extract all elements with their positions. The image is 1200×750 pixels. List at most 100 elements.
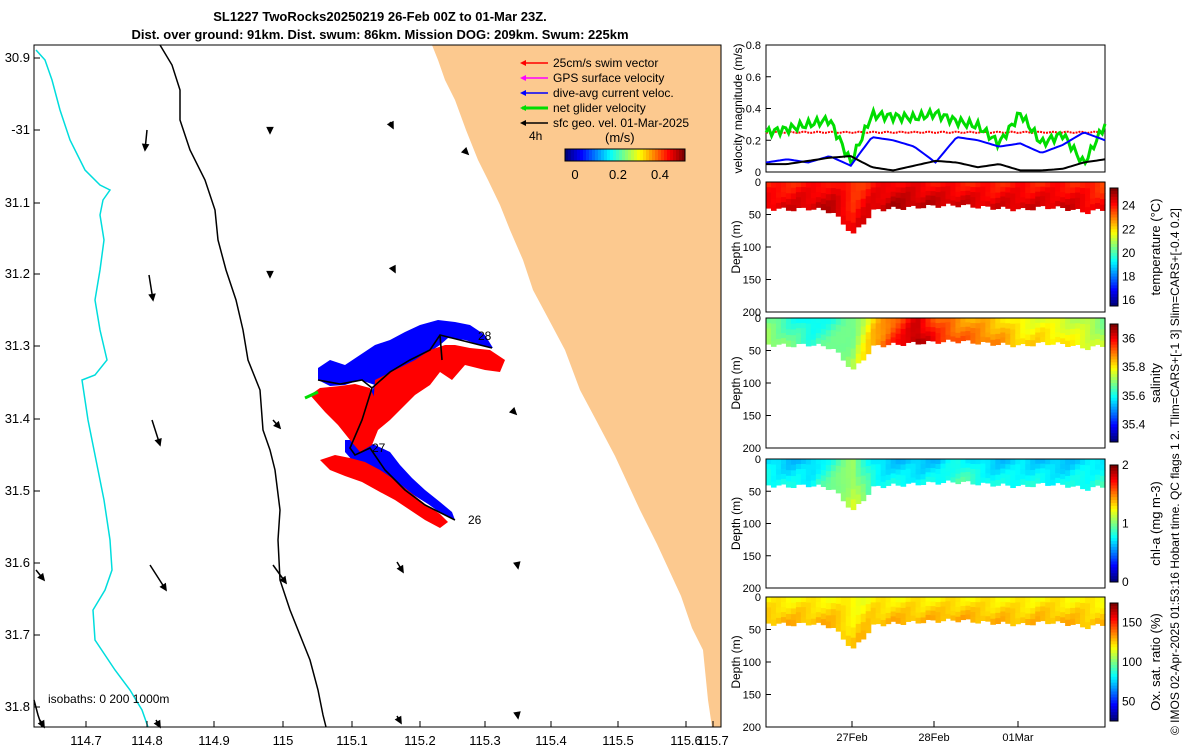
heatmap-cell — [970, 612, 976, 618]
heatmap-cell — [1100, 204, 1106, 211]
heatmap-cell — [810, 464, 817, 471]
colorbar-tick-label: 36 — [1122, 331, 1136, 345]
geo-arrow-head — [460, 146, 470, 156]
heatmap-cell — [1010, 335, 1016, 342]
heatmap-cell — [980, 615, 986, 621]
heatmap-cell — [840, 215, 847, 225]
heatmap-cell — [950, 472, 957, 478]
heatmap-cell — [795, 338, 802, 344]
heatmap-cell — [995, 469, 1001, 476]
heatmap-cell — [940, 318, 947, 324]
colorbar-tick-label: 2 — [1122, 458, 1129, 472]
heatmap-cell — [955, 196, 962, 203]
heatmap-cell — [990, 469, 996, 476]
depth-tick-label: 50 — [749, 210, 761, 222]
heatmap-cell — [930, 610, 937, 616]
colorbar-cell — [1110, 465, 1118, 469]
heatmap-cell — [975, 187, 981, 193]
heatmap-cell — [945, 605, 952, 611]
heatmap-cell — [1065, 470, 1071, 477]
heatmap-cell — [920, 333, 927, 340]
colorbar-cell — [625, 149, 629, 161]
depth-tick-label: 150 — [743, 275, 761, 287]
heatmap-cell — [785, 613, 792, 621]
heatmap-cell — [1055, 473, 1061, 479]
colorbar-cell — [1110, 229, 1118, 233]
heatmap-cell — [860, 613, 867, 623]
heatmap-cell — [900, 602, 907, 609]
colorbar-cell — [1110, 579, 1118, 583]
colorbar-tick-label: 18 — [1122, 270, 1136, 284]
heatmap-cell — [1020, 597, 1026, 603]
heatmap-cell — [840, 467, 847, 477]
heatmap-cell — [1065, 187, 1071, 194]
heatmap-cell — [935, 602, 942, 608]
heatmap-cell — [815, 469, 822, 475]
heatmap-cell — [805, 329, 812, 336]
heatmap-cell — [1095, 323, 1101, 330]
heatmap-cell — [885, 192, 892, 199]
heatmap-cell — [920, 479, 927, 485]
heatmap-cell — [920, 612, 927, 619]
heatmap-cell — [865, 189, 872, 197]
heatmap-cell — [1035, 196, 1041, 202]
heatmap-cell — [1035, 182, 1041, 188]
heatmap-cell — [870, 602, 877, 609]
heatmap-cell — [1040, 318, 1046, 324]
heatmap-cell — [955, 597, 962, 603]
heatmap-cell — [805, 334, 812, 341]
heatmap-cell — [880, 602, 887, 610]
heatmap-cell — [1095, 318, 1101, 324]
heatmap-cell — [1095, 464, 1101, 471]
heatmap-cell — [890, 601, 897, 608]
heatmap-cell — [1000, 191, 1006, 198]
heatmap-cell — [835, 182, 842, 190]
heatmap-cell — [925, 195, 932, 201]
heatmap-cell — [965, 335, 971, 341]
heatmap-cell — [910, 182, 917, 188]
heatmap-cell — [990, 198, 996, 205]
heatmap-cell — [960, 459, 967, 465]
heatmap-cell — [1090, 613, 1096, 620]
heatmap-cell — [905, 201, 912, 207]
heatmap-cell — [820, 475, 827, 482]
map-x-ticks: 114.7 114.8 114.9 115 115.1 115.2 115.3 115.4 11… — [70, 721, 729, 748]
heatmap-cell — [1100, 608, 1106, 615]
heatmap-cell — [970, 323, 976, 329]
heatmap-cell — [980, 336, 986, 342]
geo-arrow-head — [388, 264, 396, 274]
heatmap-cell — [1080, 182, 1086, 189]
heatmap-cell — [780, 192, 787, 198]
colorbar-cell — [1110, 485, 1118, 489]
heatmap-cell — [895, 469, 902, 476]
heatmap-cell — [945, 597, 952, 602]
heatmap-cell — [800, 602, 807, 608]
heatmap-cell — [1095, 339, 1101, 345]
heatmap-cell — [1015, 464, 1021, 471]
heatmap-cell — [1060, 338, 1066, 345]
heatmap-cell — [835, 318, 842, 326]
heatmap-cell — [1075, 328, 1081, 335]
depth-tick-label: 200 — [743, 583, 761, 595]
heatmap-cell — [885, 323, 892, 330]
heatmap-cell — [770, 602, 777, 609]
heatmap-cell — [890, 478, 897, 484]
heatmap-cell — [990, 187, 996, 194]
geo-arrow-head — [279, 575, 288, 585]
heatmap-cell — [900, 459, 907, 466]
heatmap-cell — [965, 186, 971, 192]
legend-arrowhead — [520, 90, 526, 96]
colorbar-tick-label: 35.8 — [1122, 360, 1146, 374]
heatmap-cell — [1065, 329, 1071, 336]
heatmap-cell — [810, 597, 817, 604]
heatmap-cell — [1000, 318, 1006, 324]
heatmap-cell — [880, 459, 887, 466]
heatmap-cell — [1030, 619, 1036, 626]
heatmap-cell — [970, 192, 976, 198]
colorbar-cell — [1110, 494, 1118, 498]
heatmap-cell — [825, 465, 832, 472]
heatmap-cell — [1065, 459, 1071, 466]
colorbar-cell — [658, 149, 662, 161]
heatmap-cell — [970, 459, 976, 465]
heatmap-cell — [1035, 473, 1041, 479]
